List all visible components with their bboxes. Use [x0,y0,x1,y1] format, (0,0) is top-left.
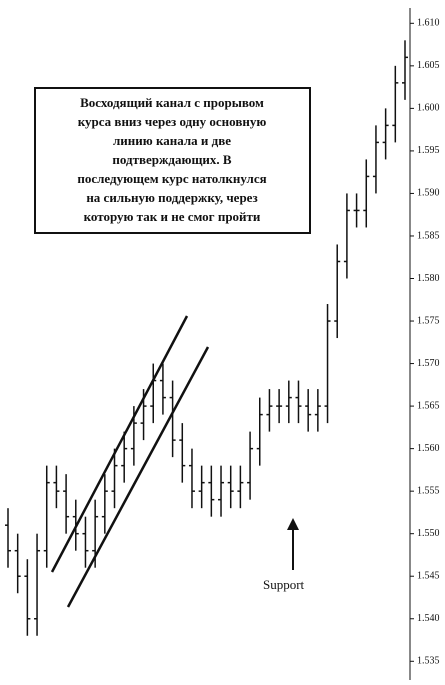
y-tick-label: 1.595 [417,145,440,156]
support-arrowhead [287,518,299,530]
y-tick-label: 1.590 [417,188,440,199]
annotation-box [34,87,311,234]
channel-line [50,315,189,573]
annotation: Восходящий канал с прорывом курса вниз че… [77,95,266,224]
annotation-line: которую так и не смог пройти [84,209,261,224]
y-tick-label: 1.610 [417,18,440,29]
y-tick-label: 1.585 [417,230,440,241]
y-tick-label: 1.540 [417,613,440,624]
annotation-line: подтверждающих. В [112,152,232,167]
annotation-line: курса вниз через одну основную [78,114,267,129]
annotation-line: Восходящий канал с прорывом [80,95,264,110]
channel-line [66,346,210,608]
y-tick-label: 1.555 [417,485,440,496]
y-tick-label: 1.550 [417,528,440,539]
annotation-line: последующем курс натолкнулся [77,171,266,186]
y-tick-label: 1.545 [417,571,440,582]
annotation-line: линию канала и две [113,133,231,148]
y-tick-label: 1.570 [417,358,440,369]
annotation-line: на сильную поддержку, через [86,190,257,205]
y-tick-label: 1.565 [417,400,440,411]
y-tick-label: 1.535 [417,656,440,667]
y-tick-label: 1.580 [417,273,440,284]
y-tick-label: 1.575 [417,315,440,326]
support-label: Support [263,577,305,592]
y-tick-label: 1.600 [417,103,440,114]
y-tick-label: 1.605 [417,60,440,71]
y-tick-label: 1.560 [417,443,440,454]
